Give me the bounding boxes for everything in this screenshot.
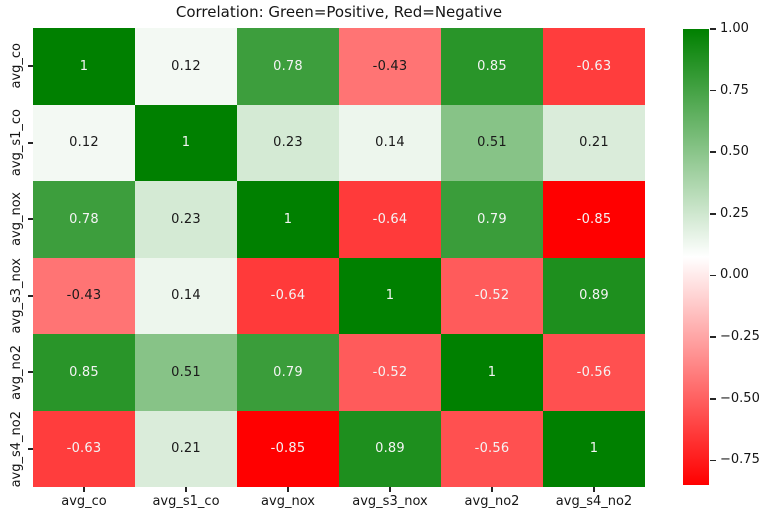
x-tick-mark bbox=[389, 487, 391, 492]
heatmap-cell: 1 bbox=[33, 28, 135, 105]
heatmap-cell: 0.12 bbox=[135, 28, 237, 105]
colorbar-tick-mark bbox=[710, 336, 716, 338]
x-tick-label: avg_s3_nox bbox=[352, 494, 428, 509]
heatmap-cell: 1 bbox=[543, 410, 645, 487]
heatmap-cell: -0.63 bbox=[33, 410, 135, 487]
heatmap-cell: 0.78 bbox=[237, 28, 339, 105]
heatmap-cell: 0.89 bbox=[339, 410, 441, 487]
heatmap-cell: -0.43 bbox=[33, 257, 135, 334]
heatmap-cell: 1 bbox=[339, 257, 441, 334]
y-tick-label: avg_nox bbox=[0, 181, 24, 258]
colorbar-tick-label: −0.25 bbox=[720, 329, 760, 345]
y-tick-label-text: avg_no2 bbox=[9, 344, 24, 400]
colorbar-tick-mark bbox=[710, 459, 716, 462]
x-tick-label: avg_nox bbox=[261, 494, 315, 509]
y-tick-mark bbox=[28, 218, 33, 221]
heatmap-cell: 0.51 bbox=[135, 334, 237, 411]
x-tick-label: avg_no2 bbox=[464, 494, 520, 509]
x-tick-mark bbox=[287, 487, 289, 492]
colorbar-tick-mark bbox=[710, 151, 716, 154]
x-tick-mark bbox=[185, 487, 187, 492]
colorbar-tick-label: 0.00 bbox=[720, 267, 749, 283]
colorbar-tick-label: −0.50 bbox=[720, 390, 760, 406]
y-tick-label: avg_s4_no2 bbox=[0, 411, 24, 488]
y-tick-label-text: avg_s4_no2 bbox=[9, 410, 24, 487]
heatmap-cell: 0.21 bbox=[543, 104, 645, 181]
x-tick-label: avg_s1_co bbox=[152, 494, 220, 509]
y-tick-label: avg_co bbox=[0, 28, 24, 105]
heatmap-grid: 1 0.12 0.78 -0.43 0.85 -0.63 0.12 1 0.23 0.14 0.51… bbox=[33, 28, 645, 487]
colorbar-tick-mark bbox=[710, 89, 716, 92]
heatmap-cell: 0.14 bbox=[339, 104, 441, 181]
x-tick-mark bbox=[83, 487, 85, 492]
colorbar-tick-label: 0.25 bbox=[720, 205, 749, 221]
heatmap-cell: 0.23 bbox=[237, 104, 339, 181]
y-tick-mark bbox=[28, 371, 33, 374]
colorbar-tick-mark bbox=[710, 274, 716, 277]
x-tick-label: avg_co bbox=[61, 494, 107, 509]
y-tick-mark bbox=[28, 65, 33, 68]
x-tick-mark bbox=[491, 487, 493, 492]
heatmap-cell: -0.52 bbox=[441, 257, 543, 334]
heatmap-cell: 1 bbox=[441, 334, 543, 411]
heatmap-cell: 1 bbox=[135, 104, 237, 181]
heatmap-cell: 0.79 bbox=[237, 334, 339, 411]
colorbar-tick-label: 1.00 bbox=[720, 21, 749, 36]
y-tick-mark bbox=[28, 294, 33, 297]
y-tick-label: avg_s1_co bbox=[0, 105, 24, 182]
heatmap-cell: 0.85 bbox=[33, 334, 135, 411]
heatmap-cell: -0.56 bbox=[543, 334, 645, 411]
heatmap-cell: -0.64 bbox=[237, 257, 339, 334]
heatmap-cell: -0.56 bbox=[441, 410, 543, 487]
y-tick-label-text: avg_nox bbox=[9, 192, 24, 247]
x-tick-mark bbox=[593, 487, 595, 492]
y-tick-label-text: avg_s3_nox bbox=[9, 258, 24, 334]
heatmap-cell: 0.14 bbox=[135, 257, 237, 334]
colorbar-tick-label: −0.75 bbox=[720, 452, 760, 468]
heatmap-cell: -0.52 bbox=[339, 334, 441, 411]
heatmap-cell: -0.85 bbox=[543, 181, 645, 258]
colorbar-tick-label: 0.75 bbox=[720, 82, 749, 98]
y-tick-label: avg_s3_nox bbox=[0, 258, 24, 335]
heatmap-cell: -0.85 bbox=[237, 410, 339, 487]
colorbar bbox=[683, 29, 709, 485]
colorbar-tick-label: 0.50 bbox=[720, 144, 749, 160]
heatmap-cell: 0.79 bbox=[441, 181, 543, 258]
colorbar-tick-mark bbox=[710, 28, 716, 30]
heatmap-cell: 0.85 bbox=[441, 28, 543, 105]
y-tick-mark bbox=[28, 141, 33, 144]
y-tick-label-text: avg_s1_co bbox=[9, 109, 24, 177]
y-tick-mark bbox=[28, 447, 33, 450]
heatmap-cell: -0.63 bbox=[543, 28, 645, 105]
colorbar-tick-mark bbox=[710, 397, 716, 400]
chart-title: Correlation: Green=Positive, Red=Negativ… bbox=[175, 3, 503, 21]
x-tick-label: avg_s4_no2 bbox=[555, 494, 633, 509]
heatmap-cell: 0.12 bbox=[33, 104, 135, 181]
heatmap-cell: -0.64 bbox=[339, 181, 441, 258]
heatmap-cell: 0.51 bbox=[441, 104, 543, 181]
heatmap-cell: 0.78 bbox=[33, 181, 135, 258]
heatmap-cell: -0.43 bbox=[339, 28, 441, 105]
colorbar-tick-mark bbox=[710, 213, 716, 215]
y-tick-label-text: avg_co bbox=[9, 43, 24, 89]
heatmap-cell: 1 bbox=[237, 181, 339, 258]
heatmap-cell: 0.21 bbox=[135, 410, 237, 487]
y-tick-label: avg_no2 bbox=[0, 334, 24, 411]
heatmap-cell: 0.23 bbox=[135, 181, 237, 258]
heatmap-cell: 0.89 bbox=[543, 257, 645, 334]
